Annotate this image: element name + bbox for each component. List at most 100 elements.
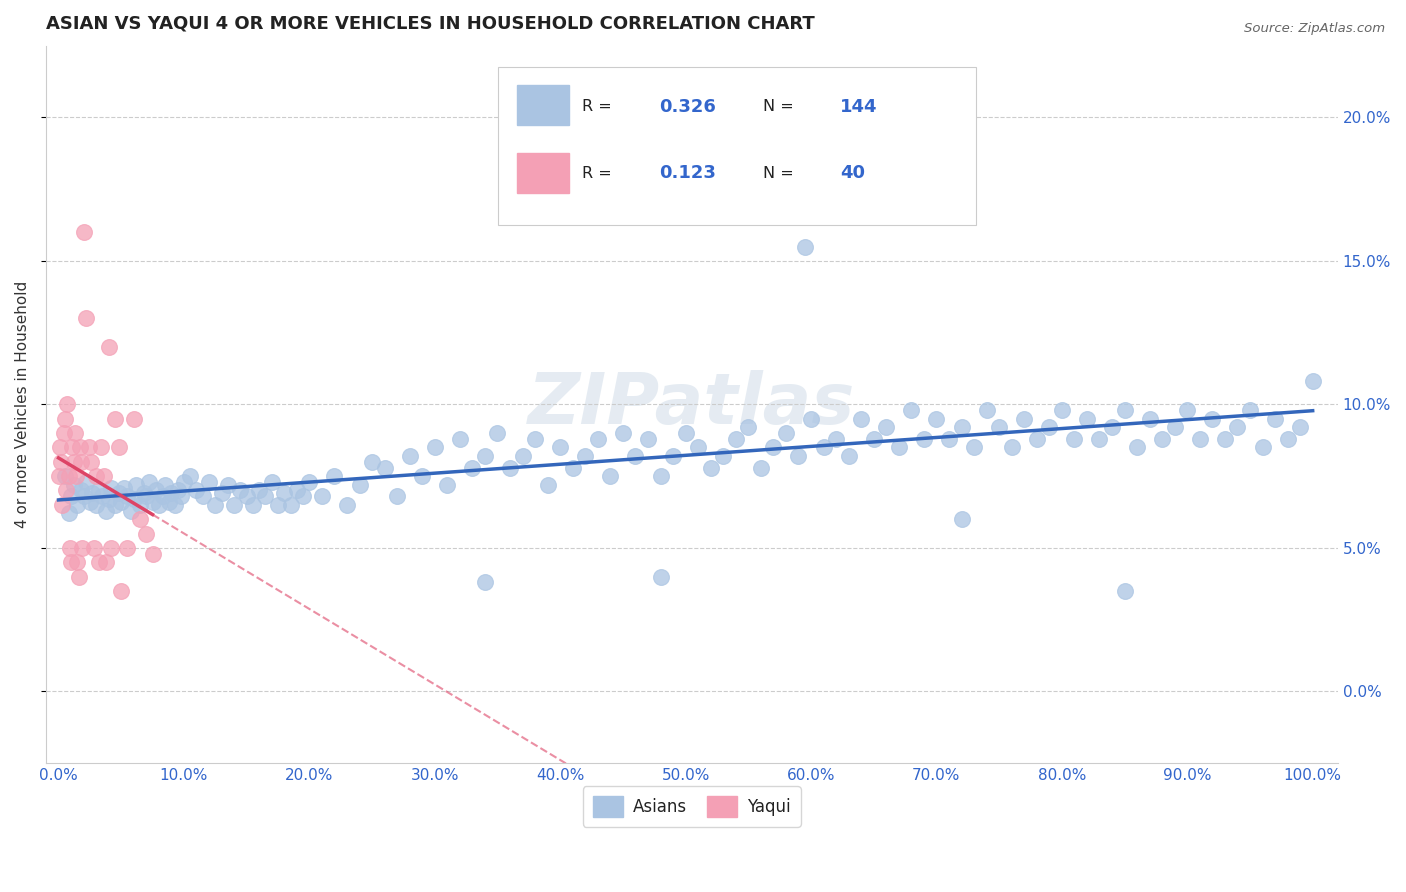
Point xyxy=(138,475,160,489)
Point xyxy=(52,426,75,441)
Point xyxy=(165,498,187,512)
Text: 0.326: 0.326 xyxy=(659,97,717,116)
Text: ZIPatlas: ZIPatlas xyxy=(529,370,856,439)
Point xyxy=(87,555,110,569)
Point xyxy=(1139,411,1161,425)
Point xyxy=(1188,432,1211,446)
Point xyxy=(574,449,596,463)
Point xyxy=(93,469,115,483)
Point xyxy=(900,403,922,417)
Point xyxy=(825,432,848,446)
Point xyxy=(100,481,122,495)
Point xyxy=(599,469,621,483)
Point xyxy=(285,483,308,498)
Point xyxy=(862,182,884,196)
Point xyxy=(80,455,103,469)
Text: ASIAN VS YAQUI 4 OR MORE VEHICLES IN HOUSEHOLD CORRELATION CHART: ASIAN VS YAQUI 4 OR MORE VEHICLES IN HOU… xyxy=(46,15,814,33)
Point xyxy=(157,495,180,509)
Point xyxy=(72,489,94,503)
Point xyxy=(82,486,104,500)
Point xyxy=(60,489,83,503)
Point xyxy=(72,541,94,555)
Point xyxy=(135,526,157,541)
Point xyxy=(53,411,76,425)
Point xyxy=(129,512,152,526)
Point xyxy=(204,498,226,512)
Point xyxy=(1251,441,1274,455)
Point xyxy=(90,441,112,455)
Point xyxy=(70,483,93,498)
Point xyxy=(97,340,120,354)
Point xyxy=(142,547,165,561)
Point xyxy=(1114,403,1136,417)
Point xyxy=(70,455,93,469)
Point xyxy=(67,569,90,583)
Point xyxy=(762,441,785,455)
Point xyxy=(787,449,810,463)
Text: N =: N = xyxy=(763,99,799,114)
Text: R =: R = xyxy=(582,99,617,114)
Point xyxy=(104,411,127,425)
Point xyxy=(170,489,193,503)
Point xyxy=(474,449,496,463)
Point xyxy=(1012,411,1035,425)
Point xyxy=(711,449,734,463)
Point xyxy=(107,486,129,500)
Point xyxy=(186,483,208,498)
Text: N =: N = xyxy=(763,166,799,181)
Legend: Asians, Yaqui: Asians, Yaqui xyxy=(583,786,801,827)
Point xyxy=(1175,403,1198,417)
Point xyxy=(374,460,396,475)
Point xyxy=(775,426,797,441)
Point xyxy=(938,432,960,446)
Point xyxy=(117,489,139,503)
Point xyxy=(749,460,772,475)
Point xyxy=(298,475,321,489)
Point xyxy=(524,432,547,446)
Point xyxy=(217,477,239,491)
Point xyxy=(474,575,496,590)
Point xyxy=(69,441,91,455)
Point xyxy=(63,426,86,441)
Point xyxy=(800,411,823,425)
Point xyxy=(1152,432,1174,446)
Point xyxy=(135,489,157,503)
Point xyxy=(950,512,973,526)
Point xyxy=(79,495,101,509)
Point xyxy=(1114,583,1136,598)
Point xyxy=(1264,411,1286,425)
Point xyxy=(254,489,277,503)
Text: R =: R = xyxy=(582,166,617,181)
Point xyxy=(1201,411,1223,425)
Point xyxy=(950,420,973,434)
Point xyxy=(1302,375,1324,389)
Point xyxy=(53,469,76,483)
Point xyxy=(60,555,83,569)
Point xyxy=(97,492,120,507)
Point xyxy=(1226,420,1249,434)
Point xyxy=(112,481,135,495)
Point xyxy=(1076,411,1098,425)
Point xyxy=(77,441,100,455)
Point xyxy=(423,441,446,455)
Point xyxy=(152,489,174,503)
Point xyxy=(65,469,87,483)
Point xyxy=(662,449,685,463)
Point xyxy=(1063,432,1085,446)
Point xyxy=(160,486,183,500)
Point xyxy=(1126,441,1149,455)
Point xyxy=(229,483,252,498)
Text: 0.123: 0.123 xyxy=(659,164,717,182)
Point xyxy=(96,503,118,517)
Point xyxy=(72,225,94,239)
Point xyxy=(361,455,384,469)
Point xyxy=(55,483,77,498)
Point xyxy=(398,449,420,463)
Point xyxy=(166,483,188,498)
Point xyxy=(75,475,97,489)
Point xyxy=(963,441,986,455)
Point xyxy=(688,441,710,455)
Point xyxy=(436,477,458,491)
Point xyxy=(1050,403,1073,417)
Point xyxy=(411,469,433,483)
